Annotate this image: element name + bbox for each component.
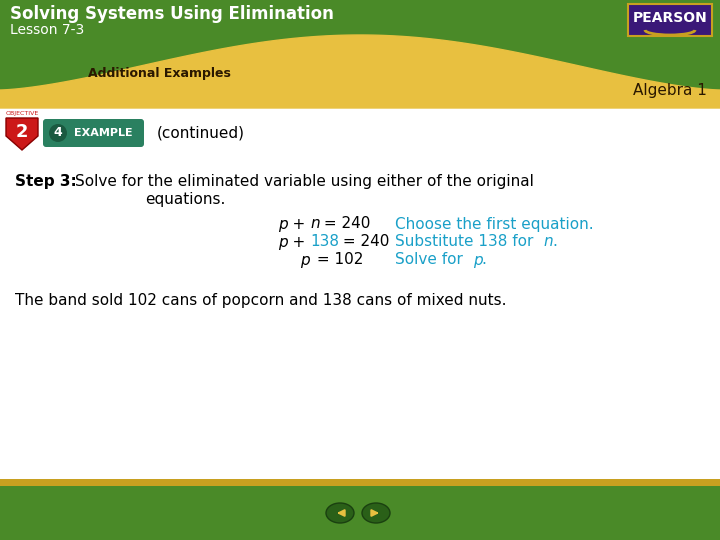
Text: = 102: = 102 <box>312 253 364 267</box>
Bar <box>0 108 720 484</box>
Polygon shape <box>0 35 720 108</box>
Text: = 240: = 240 <box>319 217 370 232</box>
Text: p: p <box>300 253 310 267</box>
Text: p +: p + <box>278 217 310 232</box>
Text: p +: p + <box>278 234 310 249</box>
Text: Choose the first equation.: Choose the first equation. <box>395 217 593 232</box>
Bar <box>0 479 720 486</box>
Text: EXAMPLE: EXAMPLE <box>73 128 132 138</box>
Circle shape <box>49 124 67 142</box>
Text: PEARSON: PEARSON <box>633 11 707 25</box>
Ellipse shape <box>362 503 390 523</box>
Text: Algebra 1: Algebra 1 <box>633 83 707 98</box>
Text: 138: 138 <box>310 234 339 249</box>
Text: The band sold 102 cans of popcorn and 138 cans of mixed nuts.: The band sold 102 cans of popcorn and 13… <box>15 293 506 307</box>
Text: OBJECTIVE: OBJECTIVE <box>5 111 39 117</box>
Text: 4: 4 <box>53 126 63 139</box>
Polygon shape <box>6 118 38 150</box>
Text: Solve for the eliminated variable using either of the original: Solve for the eliminated variable using … <box>75 174 534 189</box>
Text: Step 3:: Step 3: <box>15 174 77 189</box>
Text: n: n <box>543 234 553 249</box>
Text: 2: 2 <box>16 123 28 141</box>
Ellipse shape <box>326 503 354 523</box>
Text: .: . <box>552 234 557 249</box>
Text: equations.: equations. <box>145 192 225 207</box>
Text: Solving Systems Using Elimination: Solving Systems Using Elimination <box>10 5 334 23</box>
Text: .: . <box>481 253 486 267</box>
Text: = 240: = 240 <box>338 234 390 249</box>
Bar <box>628 4 712 36</box>
FancyBboxPatch shape <box>43 119 144 147</box>
Text: Lesson 7-3: Lesson 7-3 <box>10 23 84 37</box>
Text: p: p <box>473 253 482 267</box>
Bar <box>0 484 720 540</box>
Text: Solve for: Solve for <box>395 253 468 267</box>
Bar <box>0 0 720 108</box>
Text: Additional Examples: Additional Examples <box>88 68 231 80</box>
Text: n: n <box>310 217 320 232</box>
Text: (continued): (continued) <box>157 125 245 140</box>
Text: Substitute 138 for: Substitute 138 for <box>395 234 539 249</box>
